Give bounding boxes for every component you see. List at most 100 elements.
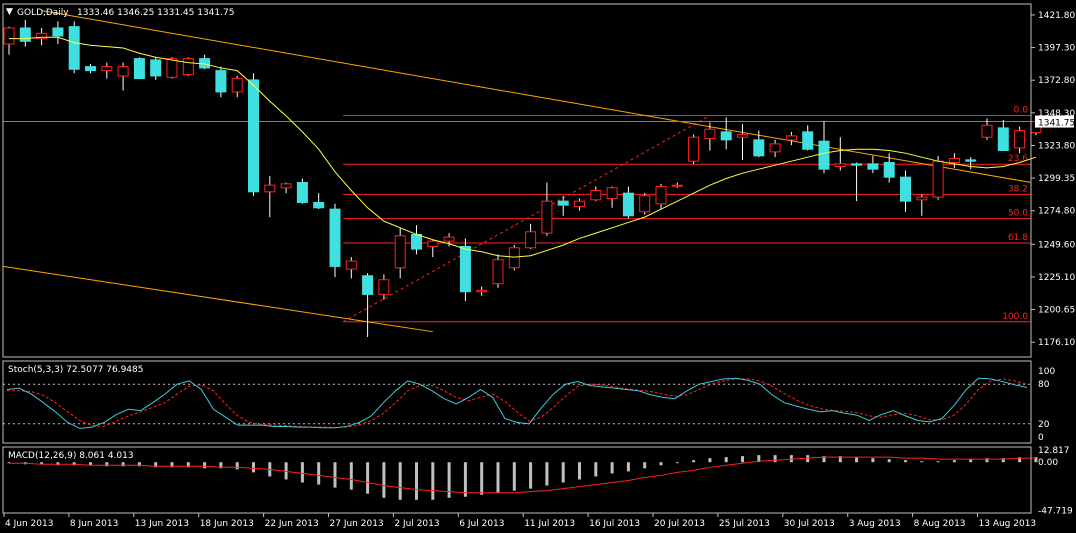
stoch-label: Stoch(5,3,3) 72.5077 76.9485 <box>8 365 143 375</box>
time-tick-label: 8 Aug 2013 <box>914 519 966 529</box>
candle-body <box>769 143 781 153</box>
macd-histogram-bar <box>105 462 109 467</box>
macd-histogram-bar <box>137 462 141 467</box>
time-axis: 4 Jun 2013 8 Jun 2013 13 Jun 2013 18 Jun 20… <box>3 513 1036 529</box>
candle-body <box>443 236 455 242</box>
macd-histogram-bar <box>936 461 940 463</box>
candle-body <box>916 196 928 201</box>
macd-histogram-bar <box>89 462 92 466</box>
candle-body <box>215 70 227 93</box>
candle-body <box>459 245 471 293</box>
macd-histogram-bar <box>773 455 777 463</box>
candle-body <box>671 184 683 187</box>
candle-body <box>622 192 634 217</box>
candle-body <box>932 160 944 198</box>
candle-body <box>981 124 993 138</box>
macd-histogram-bar <box>512 462 516 491</box>
price-tick-label: 1200.65 <box>1038 306 1075 316</box>
candle-body <box>117 66 129 77</box>
price-tick-label: 1176.10 <box>1038 338 1075 348</box>
macd-histogram-bar <box>317 462 321 485</box>
price-tick-label: 1323.80 <box>1038 141 1075 151</box>
candle-body <box>704 128 716 140</box>
candle-body <box>867 163 879 170</box>
candle-body <box>476 289 488 293</box>
candle-body <box>1014 130 1026 149</box>
price-tick-label: 1249.60 <box>1038 240 1075 250</box>
current-price-box <box>1035 115 1074 128</box>
time-tick-label: 22 Jun 2013 <box>265 519 319 529</box>
candle-body <box>378 279 390 295</box>
candle-body <box>313 201 325 209</box>
stochastic-pane[interactable]: 100 80 20 0 <box>3 367 1055 443</box>
macd-histogram-bar <box>431 462 435 500</box>
macd-histogram-bar <box>252 462 255 473</box>
candle-body <box>296 181 308 203</box>
candle-body <box>345 260 357 270</box>
macd-tick-label: 12.817 <box>1038 446 1070 456</box>
pane-frame <box>2 3 1032 358</box>
price-tick-label: 1225.10 <box>1038 273 1075 283</box>
chart-menu-icon[interactable]: ▼ <box>6 7 13 17</box>
candle-body <box>166 58 178 78</box>
candle-body <box>19 27 31 42</box>
macd-histogram-bar <box>7 462 11 464</box>
trendline-lower <box>2 265 433 333</box>
time-tick-label: 2 Jul 2013 <box>394 519 439 529</box>
macd-histogram-bar <box>871 458 875 463</box>
macd-histogram-bar <box>545 462 549 486</box>
macd-histogram-bar <box>1001 458 1005 463</box>
candle-body <box>150 59 162 77</box>
stoch-tick-label: 0 <box>1038 433 1044 443</box>
time-tick-label: 16 Jul 2013 <box>589 519 640 529</box>
fib-level-label: 0.0 <box>1014 106 1029 116</box>
candle-body <box>851 163 863 166</box>
stoch-tick-label: 20 <box>1038 420 1050 430</box>
macd-histogram-bar <box>40 462 44 465</box>
candle-body <box>427 240 439 247</box>
macd-histogram-bar <box>203 462 207 469</box>
moving-average-line <box>9 36 1037 258</box>
macd-histogram-bar <box>219 462 223 469</box>
candle-body <box>557 200 569 206</box>
candle-body <box>394 235 406 269</box>
macd-histogram-bar <box>757 455 761 463</box>
time-tick-label: 4 Jun 2013 <box>5 519 53 529</box>
candle-body <box>36 32 48 40</box>
price-pane[interactable]: 0.0 23.6 38.2 50.0 61.8 100.0 1421.80 1397.30 13… <box>2 10 1075 349</box>
macd-histogram-bar <box>855 457 859 463</box>
macd-histogram-bar <box>529 462 533 489</box>
candle-body <box>508 247 520 269</box>
candle-body <box>965 159 977 162</box>
macd-histogram-bar <box>447 462 451 498</box>
price-tick-label: 1397.30 <box>1038 44 1075 54</box>
ohlc-readout: 1333.46 1346.25 1331.45 1341.75 <box>77 8 234 18</box>
macd-histogram-bar <box>659 462 663 466</box>
candle-body <box>834 163 846 168</box>
macd-histogram-bar <box>382 462 386 498</box>
time-tick-label: 18 Jun 2013 <box>200 519 254 529</box>
macd-histogram-bar <box>300 462 304 483</box>
candle-body <box>231 78 243 93</box>
time-tick-label: 20 Jul 2013 <box>654 519 705 529</box>
candle-body <box>101 66 113 72</box>
macd-histogram-bar <box>952 460 956 463</box>
time-tick-label: 3 Aug 2013 <box>849 519 901 529</box>
macd-pane[interactable]: 12.817 0.00 -47.719 <box>7 446 1074 517</box>
macd-histogram-bar <box>333 462 337 488</box>
candle-body <box>85 66 96 72</box>
macd-histogram-bar <box>1034 457 1038 463</box>
macd-histogram-bar <box>349 462 353 490</box>
candle-body <box>818 140 830 170</box>
macd-tick-label: 0.00 <box>1038 458 1058 468</box>
time-tick-label: 6 Jul 2013 <box>459 519 504 529</box>
candle-body <box>574 200 585 207</box>
candle-body <box>280 183 292 189</box>
macd-histogram-bar <box>741 456 744 463</box>
macd-histogram-bar <box>463 462 467 497</box>
fib-level-label: 50.0 <box>1008 209 1028 219</box>
price-tick-label: 1348.30 <box>1038 109 1075 119</box>
fib-anchor-line <box>342 115 711 323</box>
